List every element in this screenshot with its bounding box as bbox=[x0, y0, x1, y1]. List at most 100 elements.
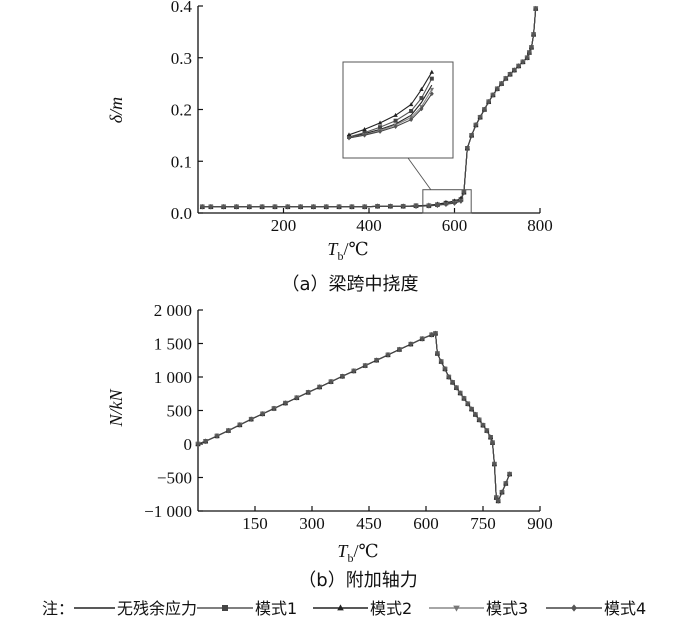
data-point-模式4 bbox=[247, 204, 252, 210]
data-point-模式4 bbox=[486, 98, 491, 105]
data-point-模式4 bbox=[473, 411, 478, 418]
legend-label: 模式4 bbox=[604, 599, 646, 618]
data-point-模式4 bbox=[494, 494, 499, 501]
x-tick-label: 200 bbox=[271, 216, 297, 235]
data-point-模式4 bbox=[208, 204, 214, 210]
data-point-模式4 bbox=[503, 75, 509, 82]
data-point-模式4 bbox=[533, 5, 539, 12]
inset-point-模式4 bbox=[429, 91, 434, 97]
data-point-模式4 bbox=[214, 433, 220, 439]
x-tick-label: 400 bbox=[356, 216, 382, 235]
data-point-模式4 bbox=[413, 203, 419, 210]
data-point-模式4 bbox=[494, 86, 500, 92]
inset-point-模式3 bbox=[429, 87, 435, 92]
inset-point-模式2 bbox=[408, 102, 414, 107]
legend-marker-模式2 bbox=[337, 604, 344, 611]
data-point-模式4 bbox=[199, 204, 205, 210]
inset-point-模式1 bbox=[393, 118, 398, 123]
xlabel-a: Tb/℃ bbox=[327, 239, 368, 263]
y-tick-label: 1 500 bbox=[154, 335, 192, 354]
data-point-模式4 bbox=[397, 346, 402, 353]
series-line-模式4 bbox=[197, 332, 511, 503]
y-tick-label: 500 bbox=[167, 402, 193, 421]
data-point-模式4 bbox=[433, 330, 438, 337]
chart-axial-force: 150 300 450 600 750 900 −1 000 −500 0 500 1 000 1 5… bbox=[106, 301, 553, 591]
inset-frame bbox=[342, 61, 454, 159]
xlabel-a-main: T bbox=[327, 239, 339, 259]
data-point-模式4 bbox=[465, 401, 471, 407]
series-line-无残余应力 bbox=[197, 332, 511, 503]
data-point-模式4 bbox=[461, 395, 467, 402]
data-point-模式4 bbox=[272, 204, 278, 210]
ylabel-b: N/kN bbox=[106, 389, 126, 428]
y-tick-label: 1 000 bbox=[154, 368, 192, 387]
inset-point-模式1 bbox=[429, 76, 434, 81]
data-point-模式4 bbox=[507, 471, 512, 477]
data-point-模式4 bbox=[203, 438, 208, 445]
series-line-模式1 bbox=[197, 332, 511, 503]
data-point-模式4 bbox=[503, 480, 509, 487]
data-point-模式4 bbox=[476, 417, 482, 423]
data-point-模式4 bbox=[221, 204, 226, 210]
data-point-模式4 bbox=[469, 132, 474, 139]
series-line-模式2 bbox=[197, 332, 511, 503]
inset-point-模式1 bbox=[378, 125, 383, 130]
data-point-模式4 bbox=[482, 106, 487, 113]
data-point-模式4 bbox=[488, 434, 493, 441]
ylabel-a: δ/m bbox=[106, 97, 126, 123]
data-point-模式4 bbox=[362, 362, 368, 369]
data-point-模式4 bbox=[237, 422, 243, 428]
data-point-模式4 bbox=[435, 202, 440, 208]
data-point-模式4 bbox=[408, 341, 414, 347]
data-point-模式4 bbox=[507, 71, 513, 78]
series-line-模式3 bbox=[197, 332, 511, 503]
inset-point-模式4 bbox=[378, 129, 383, 134]
data-point-模式4 bbox=[317, 384, 322, 390]
data-point-模式4 bbox=[328, 378, 334, 385]
data-point-模式4 bbox=[457, 390, 463, 396]
inset-point-模式2 bbox=[429, 69, 435, 74]
y-tick-label: 0.2 bbox=[171, 101, 192, 120]
x-tick-label: 300 bbox=[299, 514, 325, 533]
data-point-模式4 bbox=[499, 489, 505, 495]
data-point-模式4 bbox=[323, 204, 329, 210]
y-tick-label: −1 000 bbox=[144, 502, 192, 521]
data-point-模式4 bbox=[465, 145, 470, 152]
data-point-模式4 bbox=[340, 373, 345, 380]
data-point-模式4 bbox=[461, 189, 467, 196]
data-point-模式4 bbox=[305, 389, 311, 396]
data-point-模式4 bbox=[351, 368, 357, 374]
inset-point-模式2 bbox=[362, 126, 367, 131]
xlabel-b-unit: /℃ bbox=[353, 541, 378, 561]
chart-deflection: 200 400 600 800 0.0 0.1 0.2 0.3 0.4 δ/m Tb/℃ （a）… bbox=[106, 0, 553, 295]
data-point-模式4 bbox=[484, 427, 490, 434]
x-tick-label: 900 bbox=[527, 514, 553, 533]
series-a bbox=[199, 5, 539, 210]
data-point-模式4 bbox=[298, 204, 303, 210]
inset-point-模式2 bbox=[419, 87, 424, 92]
y-tick-label: 0.1 bbox=[171, 152, 192, 171]
zoom-region-box bbox=[422, 189, 472, 214]
legend-marker-模式3 bbox=[453, 605, 460, 612]
data-point-模式4 bbox=[473, 122, 479, 128]
inset-point-模式1 bbox=[419, 96, 424, 101]
legend-label: 模式3 bbox=[486, 599, 528, 618]
data-point-模式4 bbox=[311, 204, 316, 210]
data-point-模式4 bbox=[454, 384, 459, 391]
data-point-模式4 bbox=[419, 336, 425, 342]
data-point-模式4 bbox=[400, 203, 406, 210]
y-tick-label: 0 bbox=[184, 435, 193, 454]
x-tick-label: 450 bbox=[356, 514, 382, 533]
y-tick-label: 0.3 bbox=[171, 49, 192, 68]
inset-point-模式4 bbox=[409, 117, 414, 123]
data-point-模式4 bbox=[469, 406, 474, 412]
data-point-模式4 bbox=[527, 49, 532, 56]
data-point-模式4 bbox=[336, 204, 342, 210]
data-point-模式4 bbox=[362, 204, 368, 210]
data-point-模式4 bbox=[195, 441, 201, 447]
legend-label: 模式1 bbox=[255, 599, 297, 618]
data-point-模式4 bbox=[529, 44, 534, 51]
data-point-模式4 bbox=[480, 422, 486, 428]
xlabel-b-main: T bbox=[337, 541, 349, 561]
